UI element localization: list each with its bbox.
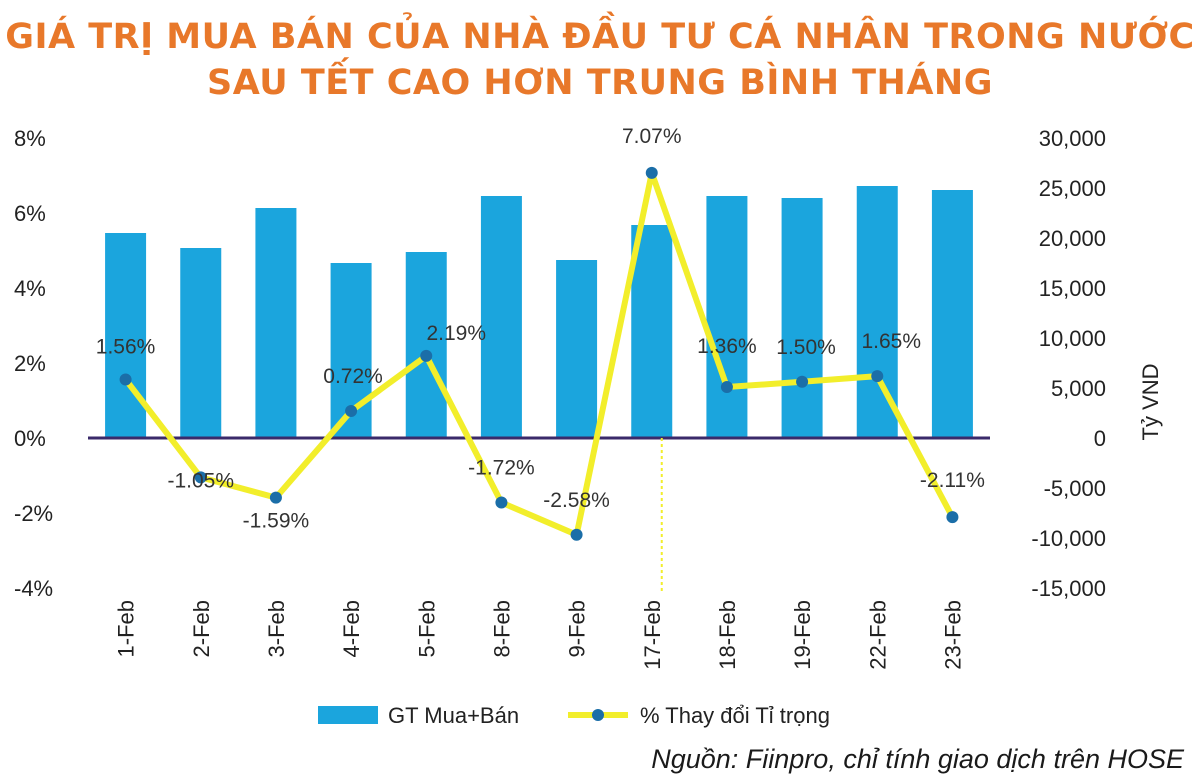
right-axis: 30,000 25,000 20,000 15,000 10,000 5,000 0 -5,0… [1031, 126, 1106, 601]
right-tick-label: 5,000 [1051, 376, 1106, 401]
bar-18-Feb [706, 196, 748, 438]
bar-5-Feb [405, 252, 447, 438]
right-tick-label: 0 [1094, 426, 1106, 451]
bar-17-Feb [631, 225, 673, 438]
data-label-8-Feb: -1.72% [468, 457, 535, 480]
x-tick-label: 2-Feb [189, 600, 214, 657]
data-label-3-Feb: -1.59% [243, 510, 310, 533]
legend-bar-label: GT Mua+Bán [388, 703, 519, 728]
x-axis: 1-Feb 2-Feb 3-Feb 4-Feb 5-Feb 8-Feb 9-Feb 17-Fe… [114, 600, 966, 670]
data-label-9-Feb: -2.58% [543, 489, 610, 512]
x-tick-label: 22-Feb [865, 600, 890, 670]
line-point-22-Feb [871, 370, 884, 383]
data-label-18-Feb: 1.36% [697, 335, 757, 358]
left-tick-label: 6% [14, 201, 46, 226]
data-label-1-Feb: 1.56% [96, 336, 156, 359]
bar-1-Feb [105, 233, 147, 438]
right-tick-label: -5,000 [1044, 476, 1106, 501]
data-label-5-Feb: 2.19% [426, 322, 486, 345]
line-point-3-Feb [269, 491, 282, 504]
legend: GT Mua+Bán % Thay đổi Tỉ trọng [318, 703, 830, 728]
bar-8-Feb [480, 196, 522, 438]
right-tick-label: 20,000 [1039, 226, 1106, 251]
right-tick-label: 15,000 [1039, 276, 1106, 301]
chart-title: GIÁ TRỊ MUA BÁN CỦA NHÀ ĐẦU TƯ CÁ NHÂN T… [0, 14, 1200, 106]
line-point-5-Feb [420, 349, 433, 362]
line-point-4-Feb [345, 405, 358, 417]
data-label-23-Feb: -2.11% [920, 469, 985, 492]
x-tick-label: 4-Feb [339, 600, 364, 657]
line-point-2-Feb [194, 471, 207, 484]
line-series [123, 169, 956, 538]
chart-title-line-2: SAU TẾT CAO HƠN TRUNG BÌNH THÁNG [207, 63, 993, 103]
data-label-2-Feb: -1.05% [167, 469, 234, 492]
x-tick-label: 1-Feb [114, 600, 139, 657]
line-point-18-Feb [720, 381, 733, 393]
bar-3-Feb [255, 208, 297, 438]
right-tick-label: 25,000 [1039, 176, 1106, 201]
legend-line-label: % Thay đổi Tỉ trọng [640, 703, 830, 728]
x-tick-label: 3-Feb [264, 600, 289, 657]
right-tick-label: 10,000 [1039, 326, 1106, 351]
x-tick-label: 19-Feb [790, 600, 815, 670]
bar-series [105, 186, 973, 438]
x-tick-label: 17-Feb [640, 600, 665, 670]
left-tick-label: 8% [14, 126, 46, 151]
left-tick-label: 2% [14, 351, 46, 376]
chart-title-line-1: GIÁ TRỊ MUA BÁN CỦA NHÀ ĐẦU TƯ CÁ NHÂN T… [5, 17, 1195, 57]
x-tick-label: 23-Feb [940, 600, 965, 670]
right-tick-label: -10,000 [1031, 526, 1106, 551]
line-point-1-Feb [119, 373, 132, 386]
data-labels: 1.56% -1.05% -1.59% 0.72% 2.19% -1.72% -2.58% 7… [96, 125, 985, 533]
line-markers [119, 166, 959, 541]
x-tick-label: 18-Feb [715, 600, 740, 670]
x-tick-label: 5-Feb [414, 600, 439, 657]
right-axis-label: Tỷ VND [1138, 364, 1163, 441]
right-tick-label: 30,000 [1039, 126, 1106, 151]
line-point-8-Feb [495, 496, 508, 509]
data-label-4-Feb: 0.72% [323, 365, 383, 388]
x-tick-label: 8-Feb [489, 600, 514, 657]
bar-23-Feb [931, 190, 973, 438]
data-label-22-Feb: 1.65% [861, 330, 921, 353]
line-point-9-Feb [570, 528, 583, 541]
line-point-17-Feb [645, 166, 658, 179]
right-tick-label: -15,000 [1031, 576, 1106, 601]
left-axis: 8% 6% 4% 2% 0% -2% -4% [14, 126, 53, 601]
line-point-19-Feb [796, 375, 809, 388]
bar-19-Feb [781, 198, 823, 438]
source-note: Nguồn: Fiinpro, chỉ tính giao dịch trên … [651, 744, 1184, 774]
bar-9-Feb [556, 260, 598, 438]
left-tick-label: 4% [14, 276, 46, 301]
left-tick-label: -2% [14, 501, 53, 526]
data-label-17-Feb: 7.07% [622, 125, 682, 148]
bar-2-Feb [180, 248, 222, 438]
legend-bar-swatch [318, 706, 378, 724]
left-tick-label: -4% [14, 576, 53, 601]
data-label-19-Feb: 1.50% [776, 336, 836, 359]
left-tick-label: 0% [14, 426, 46, 451]
legend-line-marker [592, 709, 604, 721]
line-point-23-Feb [946, 511, 959, 524]
x-tick-label: 9-Feb [565, 600, 590, 657]
